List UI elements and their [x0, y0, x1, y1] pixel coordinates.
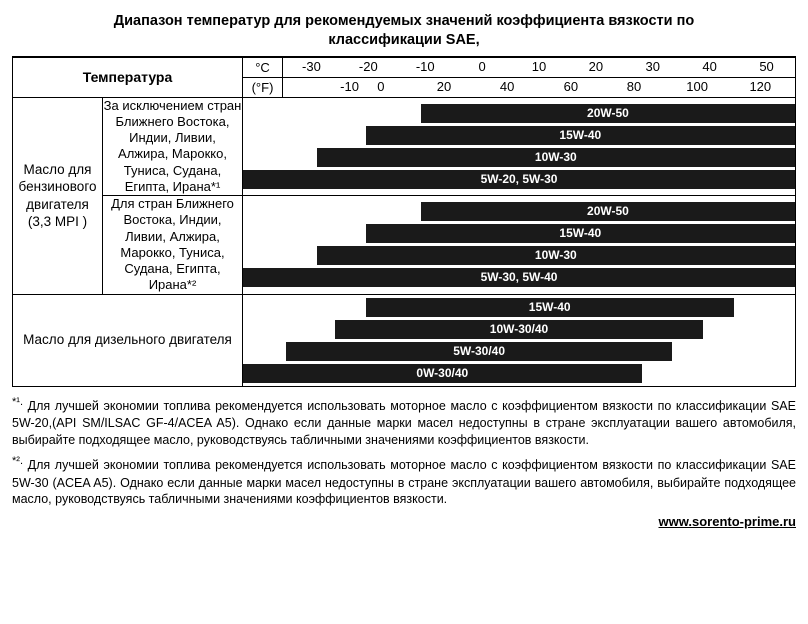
f-tick: 40	[500, 79, 514, 94]
viscosity-bar: 20W-50	[421, 202, 795, 221]
c-tick: 50	[759, 59, 773, 74]
c-tick: 10	[532, 59, 546, 74]
title-line-1: Диапазон температур для рекомендуемых зн…	[114, 13, 694, 29]
viscosity-bar: 15W-40	[366, 126, 795, 145]
c-tick: -10	[416, 59, 435, 74]
f-tick: 100	[686, 79, 708, 94]
f-tick: 60	[564, 79, 578, 94]
c-tick: -20	[359, 59, 378, 74]
viscosity-bar: 0W-30/40	[243, 364, 642, 383]
temperature-label: Температура	[83, 69, 173, 85]
viscosity-bar: 10W-30	[317, 148, 795, 167]
unit-c-cell: °C	[243, 57, 283, 77]
c-tick: 40	[702, 59, 716, 74]
viscosity-bar: 20W-50	[421, 104, 795, 123]
viscosity-bar: 5W-30/40	[286, 342, 672, 361]
c-tick: 30	[646, 59, 660, 74]
table-row: Масло для бензинового двигателя (3,3 MPI…	[13, 97, 796, 196]
unit-f-cell: (°F)	[243, 77, 283, 97]
site-link-text: www.sorento-prime.ru	[659, 514, 796, 529]
unit-f: (°F)	[252, 80, 274, 95]
footnotes: *¹. Для лучшей экономии топлива рекоменд…	[12, 395, 796, 509]
celsius-scale-cell: -30 -20 -10 0 10 20 30 40 50	[283, 57, 796, 77]
footnote-2-text: Для лучшей экономии топлива рекомендуетс…	[12, 459, 796, 507]
footnote-2-mark: *².	[12, 455, 23, 467]
f-tick: -10	[340, 79, 359, 94]
table-row: Для стран Ближнего Востока, Индии, Ливии…	[13, 196, 796, 295]
header-row-c: Температура °C -30-20-1001020304050	[13, 57, 796, 77]
bars-cell: 15W-40 10W-30/40 5W-30/40 0W-30/40	[243, 294, 796, 386]
c-tick: -30	[302, 59, 321, 74]
sections-body: Масло для бензинового двигателя (3,3 MPI…	[13, 97, 796, 386]
table-row: Масло для дизельного двигателя 15W-40 10W-…	[13, 294, 796, 386]
title-line-2: классификации SAE,	[328, 32, 479, 48]
viscosity-bar: 5W-30, 5W-40	[243, 268, 795, 287]
unit-c: °C	[255, 60, 270, 75]
engine-type-cell: Масло для бензинового двигателя (3,3 MPI…	[13, 97, 103, 294]
viscosity-table: Температура °C -30-20-1001020304050 (°F)…	[12, 57, 796, 387]
f-tick: 120	[749, 79, 771, 94]
footnote-1-text: Для лучшей экономии топлива рекомендуетс…	[12, 399, 796, 447]
f-tick: 80	[627, 79, 641, 94]
footnote-2: *². Для лучшей экономии топлива рекоменд…	[12, 454, 796, 508]
viscosity-bar: 15W-40	[366, 298, 734, 317]
viscosity-bar: 15W-40	[366, 224, 795, 243]
bars-cell: 20W-50 15W-40 10W-30 5W-30, 5W-40	[243, 196, 796, 295]
fahrenheit-scale: -10 0 20 40 60 80 100 120	[283, 78, 795, 98]
site-link[interactable]: www.sorento-prime.ru	[12, 514, 796, 529]
viscosity-bar: 10W-30/40	[335, 320, 703, 339]
chart-title: Диапазон температур для рекомендуемых зн…	[12, 8, 796, 57]
bars-cell: 20W-50 15W-40 10W-30 5W-20, 5W-30	[243, 97, 796, 196]
fahrenheit-scale-cell: -10 0 20 40 60 80 100 120	[283, 77, 796, 97]
footnote-1: *¹. Для лучшей экономии топлива рекоменд…	[12, 395, 796, 449]
f-tick: 0	[377, 79, 384, 94]
footnote-1-mark: *¹.	[12, 396, 23, 408]
celsius-scale: -30 -20 -10 0 10 20 30 40 50	[283, 58, 795, 78]
c-tick: 0	[478, 59, 485, 74]
condition-cell: За исключением стран Ближнего Востока, И…	[103, 97, 243, 196]
viscosity-bar: 5W-20, 5W-30	[243, 170, 795, 189]
viscosity-bar: 10W-30	[317, 246, 795, 265]
condition-cell: Для стран Ближнего Востока, Индии, Ливии…	[103, 196, 243, 295]
f-tick: 20	[437, 79, 451, 94]
engine-type-cell: Масло для дизельного двигателя	[13, 294, 243, 386]
c-tick: 20	[589, 59, 603, 74]
temperature-label-cell: Температура	[13, 57, 243, 97]
